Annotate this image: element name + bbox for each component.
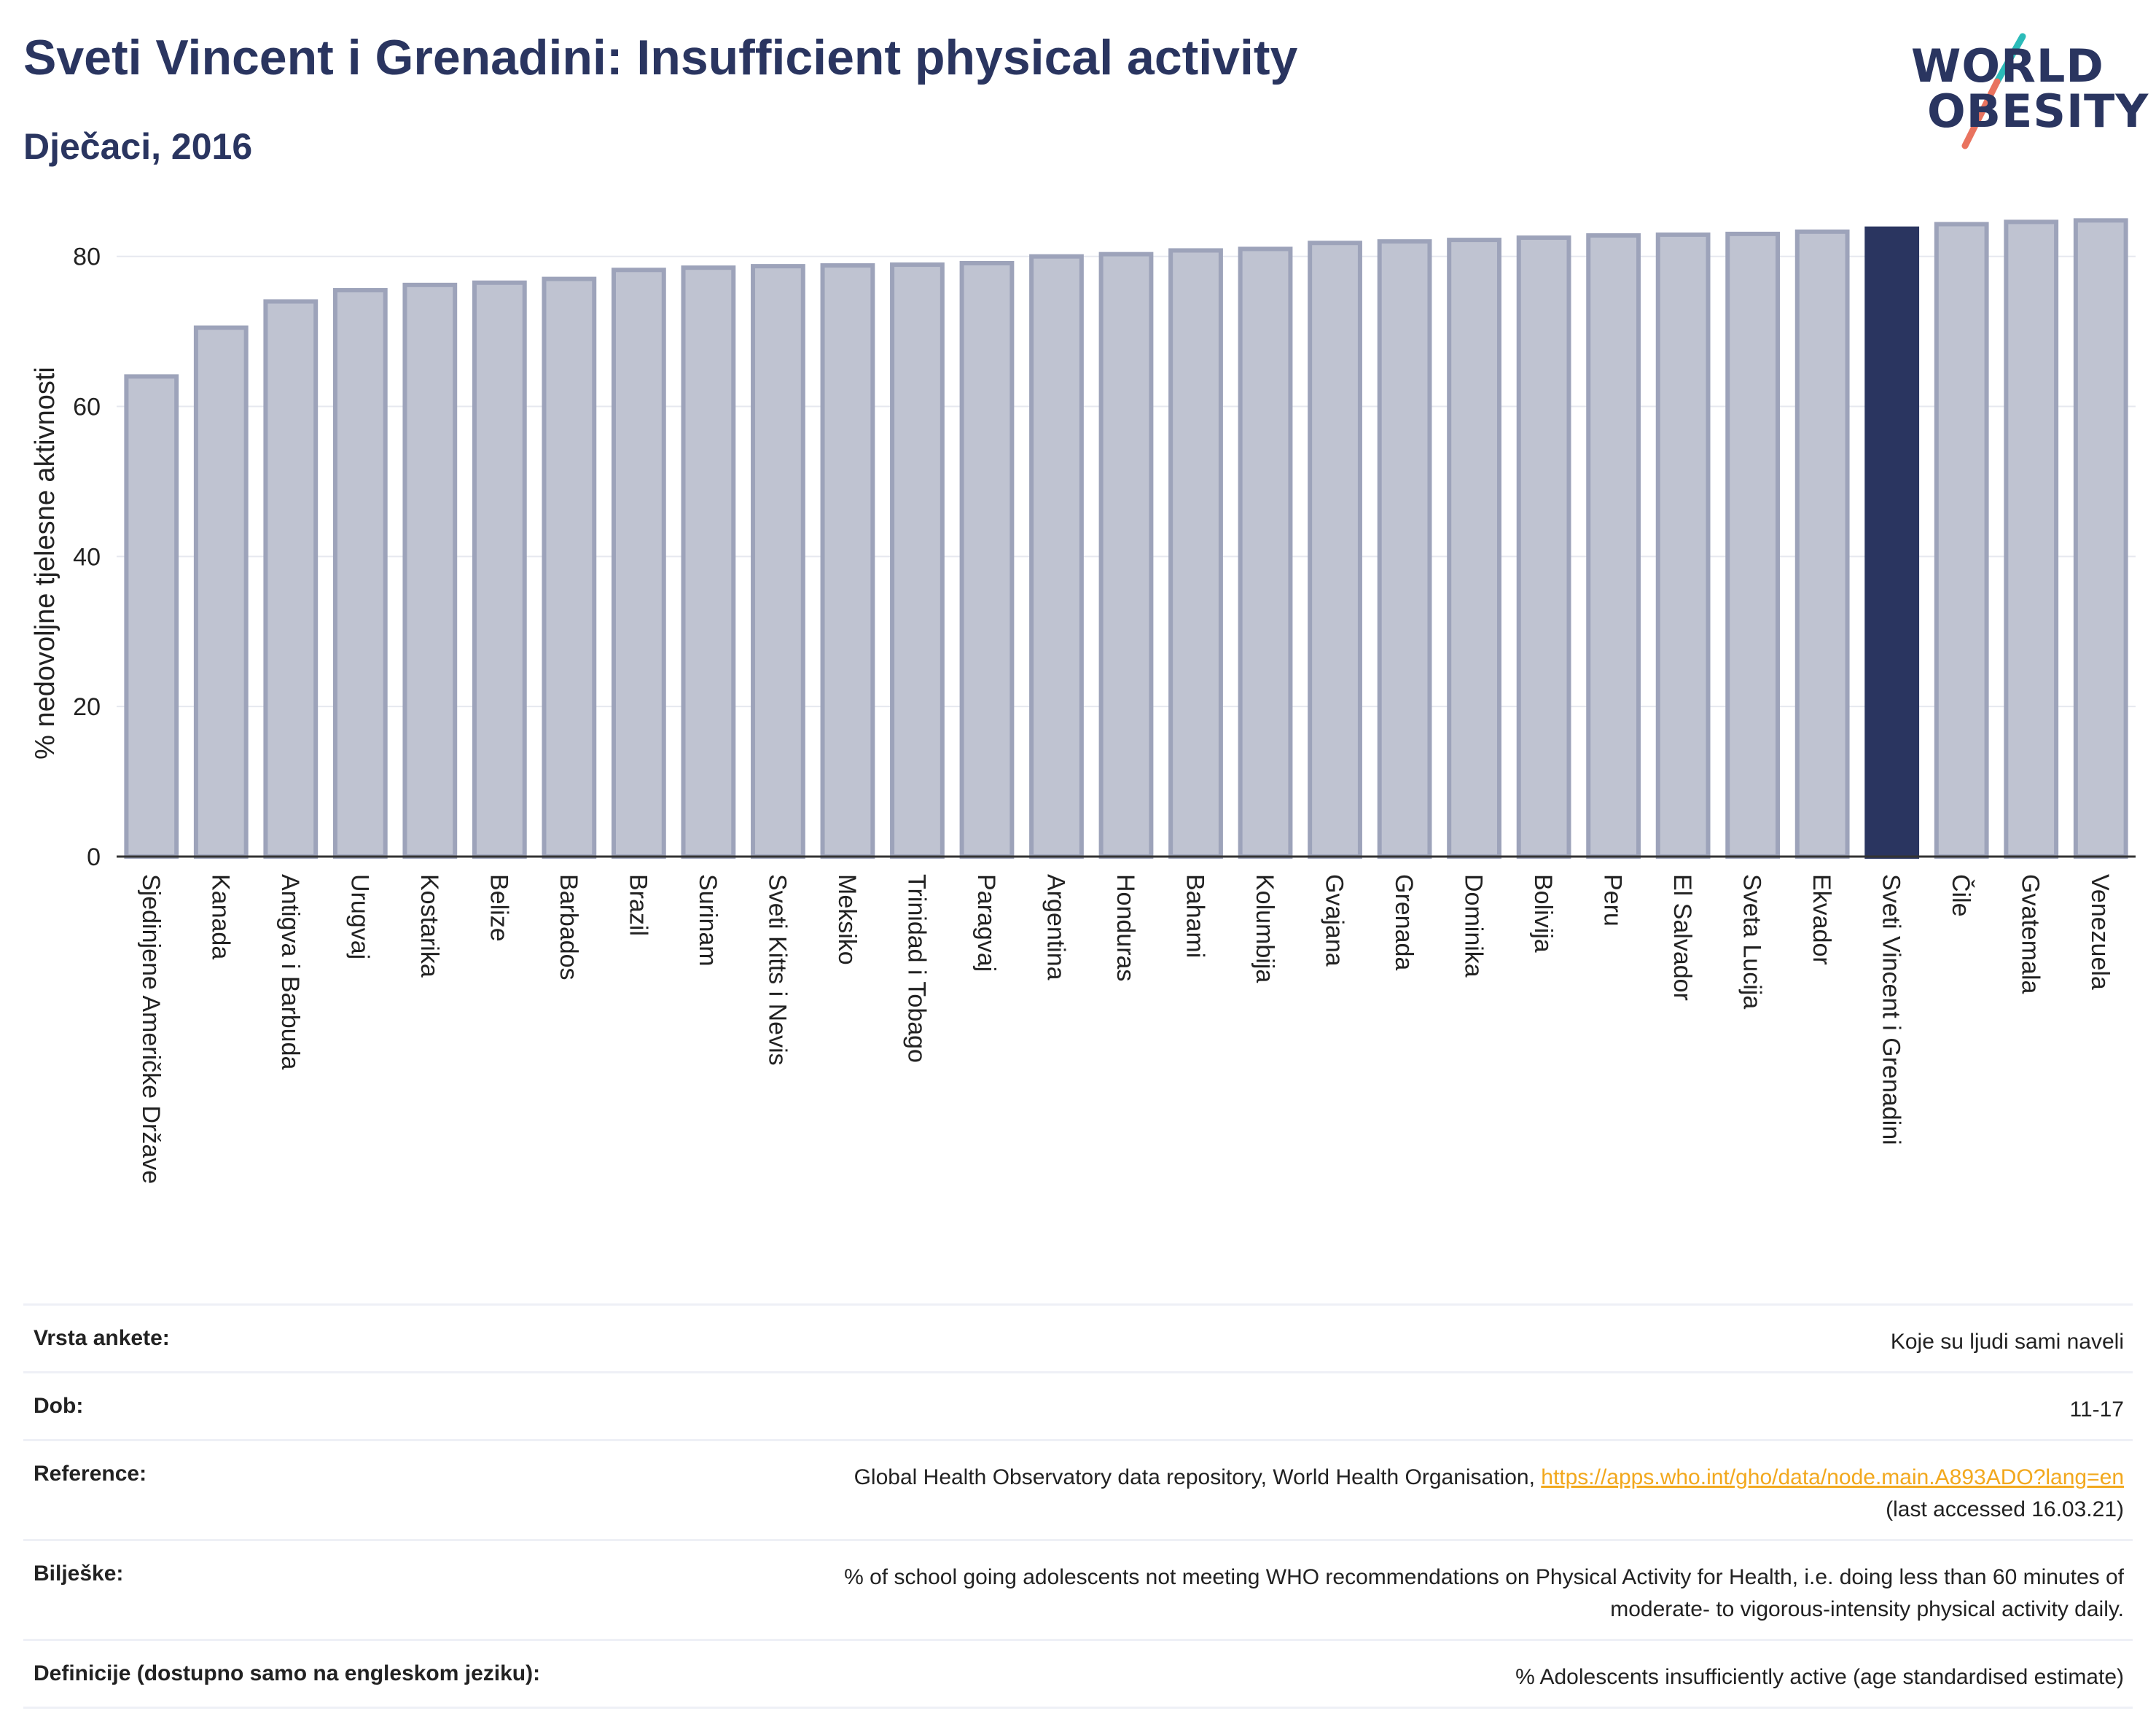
- y-axis-label: % nedovoljne tjelesne aktivnosti: [30, 367, 60, 760]
- bar: [611, 268, 666, 859]
- y-tick-label: 20: [73, 693, 101, 721]
- bar-chart: 0 20 40 60 80 % nedovoljne tjelesne aktivnost…: [30, 218, 2136, 1184]
- x-tick-label: Argentina: [1042, 874, 1069, 980]
- x-tick-label: Meksiko: [833, 874, 861, 965]
- bar: [1308, 241, 1362, 859]
- logo-slash-icon: [1961, 33, 2026, 149]
- bar: [1377, 239, 1432, 859]
- definitions-value: % Adolescents insufficiently active (age…: [567, 1639, 2133, 1709]
- bar: [681, 265, 736, 859]
- x-tick-label: Bolivija: [1529, 874, 1557, 953]
- logo-line-2: OBESITY: [1927, 85, 2149, 138]
- bar: [820, 263, 875, 859]
- meta-row-survey: Vrsta ankete: Koje su ljudi sami naveli: [23, 1303, 2133, 1373]
- reference-link[interactable]: https://apps.who.int/gho/data/node.main.…: [1541, 1465, 2124, 1489]
- meta-row-notes: Bilješke: % of school going adolescents …: [23, 1539, 2133, 1640]
- x-tick-label: Dominika: [1460, 874, 1488, 978]
- meta-row-definitions: Definicije (dostupno samo na engleskom j…: [23, 1639, 2133, 1709]
- meta-row-reference: Reference: Global Health Observatory dat…: [23, 1439, 2133, 1540]
- bar: [124, 374, 179, 859]
- x-tick-label: Čile: [1947, 874, 1975, 917]
- bar: [1934, 222, 1989, 859]
- meta-row-age: Dob: 11-17: [23, 1371, 2133, 1440]
- x-tick-label: Honduras: [1112, 874, 1139, 981]
- bar: [1725, 231, 1781, 859]
- bar: [1098, 252, 1154, 859]
- x-tick-label: Grenada: [1390, 874, 1418, 970]
- logo-line-1: WORLD: [1911, 39, 2104, 93]
- y-tick-label: 40: [73, 543, 101, 571]
- bar: [1238, 246, 1293, 859]
- x-tick-label: Sveta Lucija: [1738, 874, 1766, 1009]
- bar: [402, 282, 458, 859]
- bar: [332, 288, 388, 859]
- y-tick-label: 0: [87, 843, 101, 871]
- x-tick-label: Venezuela: [2086, 874, 2114, 990]
- bar: [1864, 226, 1920, 859]
- x-tick-label: Barbados: [555, 874, 582, 980]
- bar: [542, 276, 597, 859]
- notes-value: % of school going adolescents not meetin…: [567, 1539, 2133, 1640]
- x-tick-label: Kolumbija: [1251, 874, 1278, 983]
- definitions-label: Definicije (dostupno samo na engleskom j…: [23, 1639, 567, 1709]
- x-tick-label: Bahami: [1181, 874, 1209, 958]
- world-obesity-logo: WORLD OBESITY: [1895, 29, 2148, 160]
- bar: [193, 325, 249, 859]
- y-tick-label: 60: [73, 394, 101, 421]
- bar: [959, 261, 1015, 859]
- metadata-table: Vrsta ankete: Koje su ljudi sami naveli …: [23, 1303, 2133, 1709]
- x-tick-label: Gvajana: [1321, 874, 1348, 967]
- x-tick-label: Brazil: [624, 874, 652, 936]
- bar: [263, 299, 319, 859]
- x-tick-label: Ekvador: [1808, 874, 1835, 965]
- y-tick-label: 80: [73, 243, 101, 271]
- x-tick-label: Peru: [1599, 874, 1627, 927]
- x-tick-label: Kostarika: [415, 874, 443, 978]
- bar: [472, 280, 527, 859]
- x-tick-label: Urugvaj: [345, 874, 373, 959]
- x-tick-label: Gvatemala: [2017, 874, 2044, 994]
- notes-line-2: moderate- to vigorous-intensity physical…: [1610, 1597, 2124, 1621]
- bar: [751, 264, 805, 859]
- bar: [1516, 235, 1571, 859]
- bar: [2073, 218, 2128, 859]
- reference-label: Reference:: [23, 1439, 567, 1540]
- bar: [1655, 232, 1711, 859]
- age-label: Dob:: [23, 1371, 567, 1440]
- x-tick-label: El Salvador: [1668, 874, 1696, 1001]
- x-tick-label: Sjedinjene Američke Države: [137, 874, 165, 1184]
- bar: [1168, 248, 1223, 859]
- x-tick-label: Trinidad i Tobago: [902, 874, 930, 1063]
- bar: [1447, 238, 1501, 859]
- page-subtitle: Dječaci, 2016: [23, 126, 253, 167]
- notes-label: Bilješke:: [23, 1539, 567, 1640]
- x-tick-label: Antigva i Barbuda: [276, 874, 304, 1069]
- survey-type-value: Koje su ljudi sami naveli: [567, 1303, 2133, 1373]
- bar: [1029, 254, 1084, 859]
- survey-type-label: Vrsta ankete:: [23, 1303, 567, 1373]
- x-tick-label: Sveti Kitts i Nevis: [763, 874, 791, 1066]
- reference-accessed: (last accessed 16.03.21): [1886, 1497, 2124, 1521]
- bar: [2004, 219, 2059, 859]
- age-value: 11-17: [567, 1371, 2133, 1440]
- x-tick-label: Sveti Vincent i Grenadini: [1878, 874, 1905, 1145]
- x-tick-label: Surinam: [694, 874, 722, 967]
- bar: [1794, 229, 1850, 859]
- bar: [890, 262, 945, 859]
- reference-value: Global Health Observatory data repositor…: [567, 1439, 2133, 1540]
- x-tick-label: Kanada: [206, 874, 234, 959]
- page-title: Sveti Vincent i Grenadini: Insufficient …: [23, 30, 1298, 85]
- notes-line-1: % of school going adolescents not meetin…: [844, 1565, 2124, 1589]
- reference-text: Global Health Observatory data repositor…: [854, 1465, 1542, 1489]
- x-tick-label: Belize: [485, 874, 512, 942]
- x-tick-label: Paragvaj: [972, 874, 1000, 972]
- bar: [1586, 233, 1641, 859]
